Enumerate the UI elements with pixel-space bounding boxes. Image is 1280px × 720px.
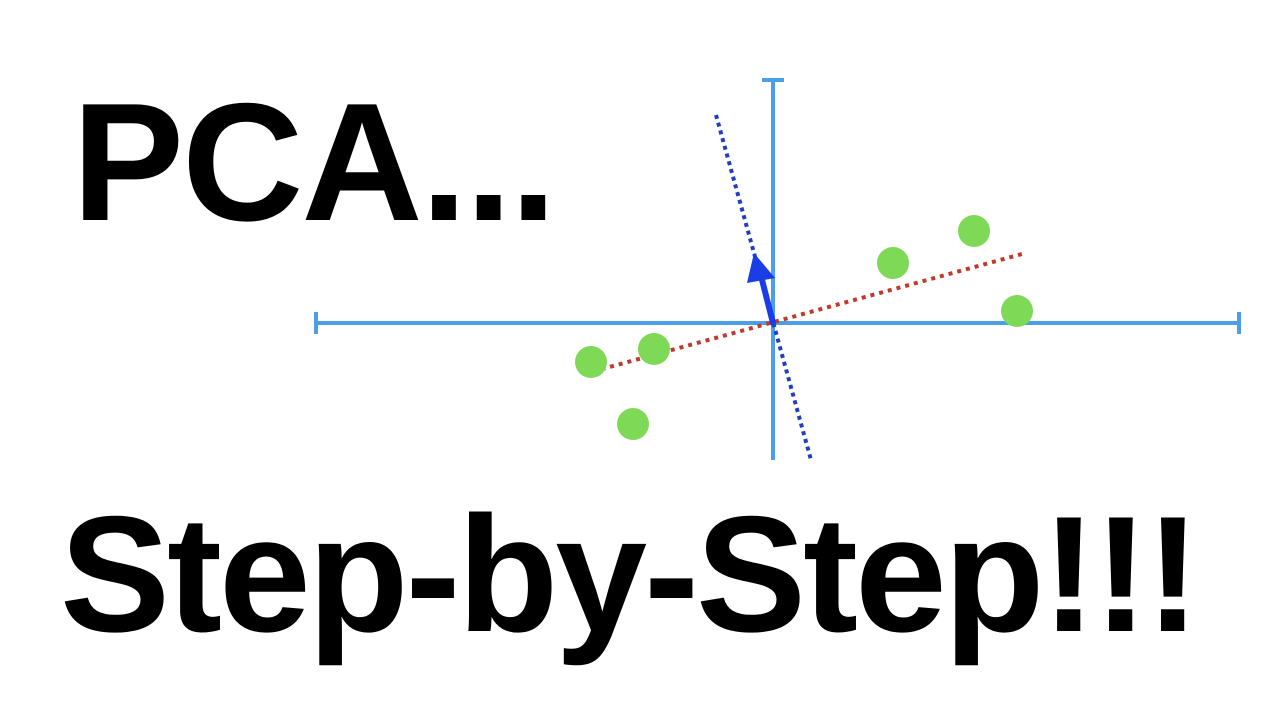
title-pca: PCA... xyxy=(72,68,557,256)
eigenvector-arrow-shaft xyxy=(757,269,776,326)
data-point xyxy=(617,408,649,440)
data-point xyxy=(1001,295,1033,327)
data-point xyxy=(638,333,670,365)
data-point xyxy=(877,247,909,279)
title-step-by-step: Step-by-Step!!! xyxy=(60,482,1200,666)
data-point xyxy=(958,215,990,247)
eigenvector-arrow-head xyxy=(747,253,775,283)
data-point xyxy=(575,346,607,378)
